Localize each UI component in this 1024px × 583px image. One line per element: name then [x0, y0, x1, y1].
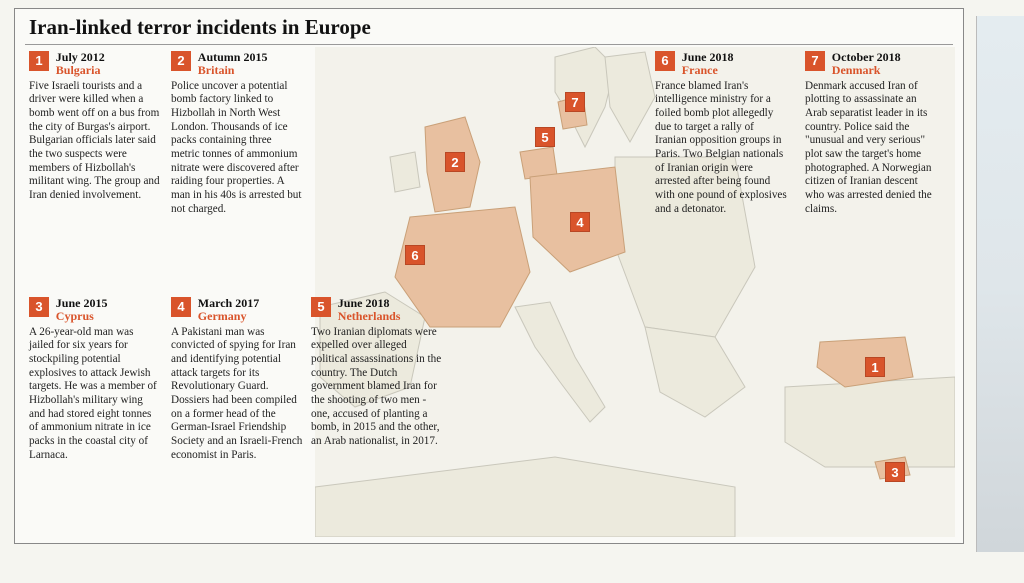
incident-country: Britain [198, 64, 268, 77]
incident-date: March 2017 [198, 296, 259, 310]
side-strip-decoration [976, 16, 1024, 552]
incident-country: France [682, 64, 734, 77]
incident-desc: France blamed Iran's intelligence minist… [655, 80, 787, 217]
incident-date: October 2018 [832, 50, 901, 64]
incident-date: June 2018 [338, 296, 390, 310]
incident-desc: A Pakistani man was convicted of spying … [171, 326, 303, 463]
content-area: 1 2 3 4 5 6 7 1 July 2012 Bulgaria Five … [15, 47, 963, 537]
incident-date: July 2012 [56, 50, 105, 64]
incident-block-4: 4 March 2017 Germany A Pakistani man was… [171, 297, 303, 462]
map-marker-5: 5 [535, 127, 555, 147]
incident-country: Germany [198, 310, 259, 323]
incident-block-3: 3 June 2015 Cyprus A 26-year-old man was… [29, 297, 161, 462]
incident-badge: 6 [655, 51, 675, 71]
map-marker-1: 1 [865, 357, 885, 377]
map-marker-3: 3 [885, 462, 905, 482]
incident-block-5: 5 June 2018 Netherlands Two Iranian dipl… [311, 297, 443, 449]
incident-desc: Five Israeli tourists and a driver were … [29, 80, 161, 203]
infographic-frame: Iran-linked terror incidents in Europe [14, 8, 964, 544]
incident-block-2: 2 Autumn 2015 Britain Police uncover a p… [171, 51, 303, 216]
page-title: Iran-linked terror incidents in Europe [15, 9, 963, 44]
map-marker-4: 4 [570, 212, 590, 232]
incident-date: June 2015 [56, 296, 108, 310]
incident-block-7: 7 October 2018 Denmark Denmark accused I… [805, 51, 937, 216]
incident-block-1: 1 July 2012 Bulgaria Five Israeli touris… [29, 51, 161, 203]
incident-block-6: 6 June 2018 France France blamed Iran's … [655, 51, 787, 216]
incident-desc: Two Iranian diplomats were expelled over… [311, 326, 443, 449]
incident-date: Autumn 2015 [198, 50, 268, 64]
incident-badge: 2 [171, 51, 191, 71]
incident-badge: 5 [311, 297, 331, 317]
incident-badge: 3 [29, 297, 49, 317]
incident-country: Netherlands [338, 310, 401, 323]
incident-badge: 4 [171, 297, 191, 317]
map-marker-2: 2 [445, 152, 465, 172]
incident-desc: Denmark accused Iran of plotting to assa… [805, 80, 937, 217]
incident-country: Bulgaria [56, 64, 105, 77]
incident-date: June 2018 [682, 50, 734, 64]
incident-badge: 1 [29, 51, 49, 71]
incident-country: Cyprus [56, 310, 108, 323]
incident-country: Denmark [832, 64, 901, 77]
incident-badge: 7 [805, 51, 825, 71]
incident-desc: A 26-year-old man was jailed for six yea… [29, 326, 161, 463]
divider [25, 44, 953, 45]
map-marker-7: 7 [565, 92, 585, 112]
map-marker-6: 6 [405, 245, 425, 265]
incident-desc: Police uncover a potential bomb factory … [171, 80, 303, 217]
